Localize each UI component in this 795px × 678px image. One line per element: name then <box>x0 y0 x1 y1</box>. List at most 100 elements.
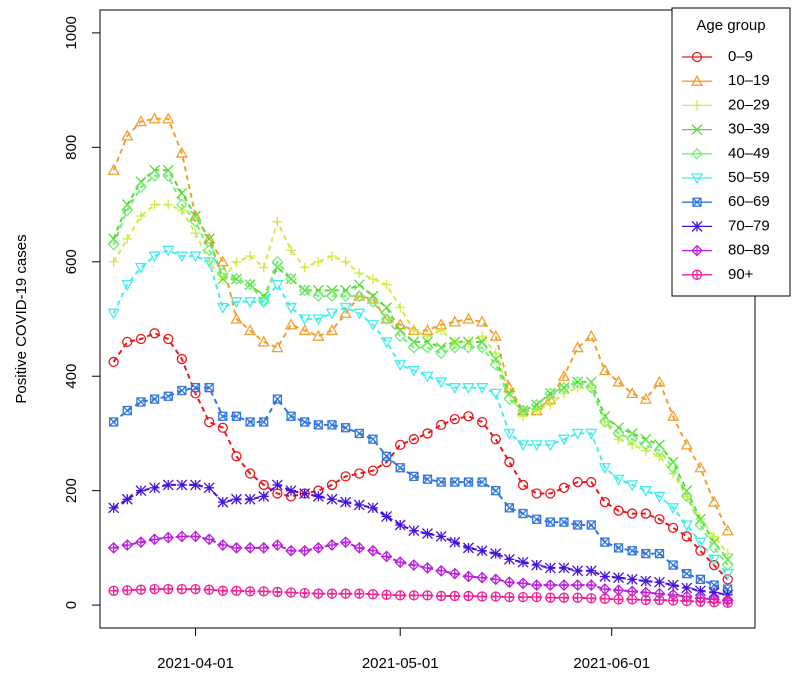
marker <box>640 575 652 587</box>
marker <box>394 330 407 343</box>
marker <box>422 474 433 484</box>
marker <box>558 482 570 493</box>
marker <box>149 583 160 595</box>
marker <box>517 591 529 603</box>
marker <box>475 315 489 327</box>
marker <box>653 491 666 503</box>
marker <box>707 495 721 507</box>
marker <box>244 279 256 291</box>
series-line <box>112 174 729 566</box>
legend-label: 30–39 <box>728 121 770 138</box>
marker <box>627 546 637 556</box>
marker <box>545 399 556 410</box>
marker <box>216 267 229 280</box>
marker <box>190 383 201 393</box>
marker <box>326 493 338 505</box>
marker <box>598 364 612 376</box>
marker <box>517 577 529 590</box>
marker <box>476 591 488 602</box>
series-line <box>113 535 728 602</box>
marker <box>108 502 120 514</box>
marker <box>285 273 297 285</box>
marker <box>381 302 393 314</box>
marker <box>163 391 173 401</box>
marker <box>340 423 351 433</box>
marker <box>312 290 325 303</box>
marker <box>203 533 216 546</box>
marker <box>354 468 365 479</box>
marker <box>203 232 216 244</box>
marker <box>366 544 379 557</box>
marker <box>626 573 638 585</box>
marker <box>394 556 407 569</box>
marker <box>230 297 243 309</box>
marker <box>599 496 611 508</box>
marker <box>366 295 379 308</box>
marker <box>121 204 134 217</box>
legend-label: 40–49 <box>728 145 770 162</box>
marker <box>586 593 597 604</box>
marker <box>380 312 393 324</box>
marker <box>558 382 570 394</box>
marker <box>435 377 448 389</box>
marker <box>639 392 652 404</box>
marker <box>612 584 625 597</box>
marker <box>475 383 489 395</box>
marker <box>435 590 447 602</box>
marker <box>585 579 598 592</box>
marker <box>395 463 405 473</box>
marker <box>463 477 474 487</box>
marker <box>691 220 703 232</box>
marker <box>135 211 146 221</box>
marker <box>271 341 284 353</box>
marker <box>408 434 420 445</box>
marker <box>408 325 419 336</box>
marker <box>722 574 733 585</box>
marker <box>694 537 707 549</box>
marker <box>203 233 215 245</box>
marker <box>680 490 693 503</box>
marker <box>244 278 257 291</box>
marker <box>216 255 229 267</box>
marker <box>476 571 489 584</box>
marker <box>190 583 201 595</box>
marker <box>558 592 570 603</box>
marker <box>682 568 692 579</box>
marker <box>692 100 702 111</box>
marker <box>545 488 556 499</box>
marker <box>216 302 229 314</box>
marker <box>653 444 666 457</box>
marker <box>162 531 175 544</box>
marker <box>257 541 270 554</box>
marker <box>149 328 160 339</box>
marker <box>421 371 434 383</box>
marker <box>690 74 704 86</box>
marker <box>327 420 337 430</box>
marker <box>639 486 652 498</box>
marker <box>435 347 448 360</box>
marker <box>176 479 188 491</box>
marker <box>148 112 161 124</box>
marker <box>243 324 257 336</box>
marker <box>654 576 665 588</box>
marker <box>175 146 188 158</box>
marker <box>245 251 256 262</box>
y-axis-label: Positive COVID-19 cases <box>13 234 30 403</box>
marker <box>668 560 678 570</box>
marker <box>667 522 679 534</box>
x-tick-label: 2021-06-01 <box>573 655 650 672</box>
marker <box>463 411 474 422</box>
marker <box>489 573 502 586</box>
series-line <box>112 117 729 532</box>
marker <box>395 590 406 601</box>
marker <box>258 262 269 273</box>
marker <box>407 365 420 377</box>
marker <box>339 536 352 549</box>
marker <box>353 499 365 511</box>
marker <box>490 548 502 560</box>
marker <box>680 438 693 450</box>
marker <box>243 297 257 309</box>
marker <box>326 479 338 491</box>
marker <box>381 589 392 600</box>
marker <box>177 385 187 396</box>
